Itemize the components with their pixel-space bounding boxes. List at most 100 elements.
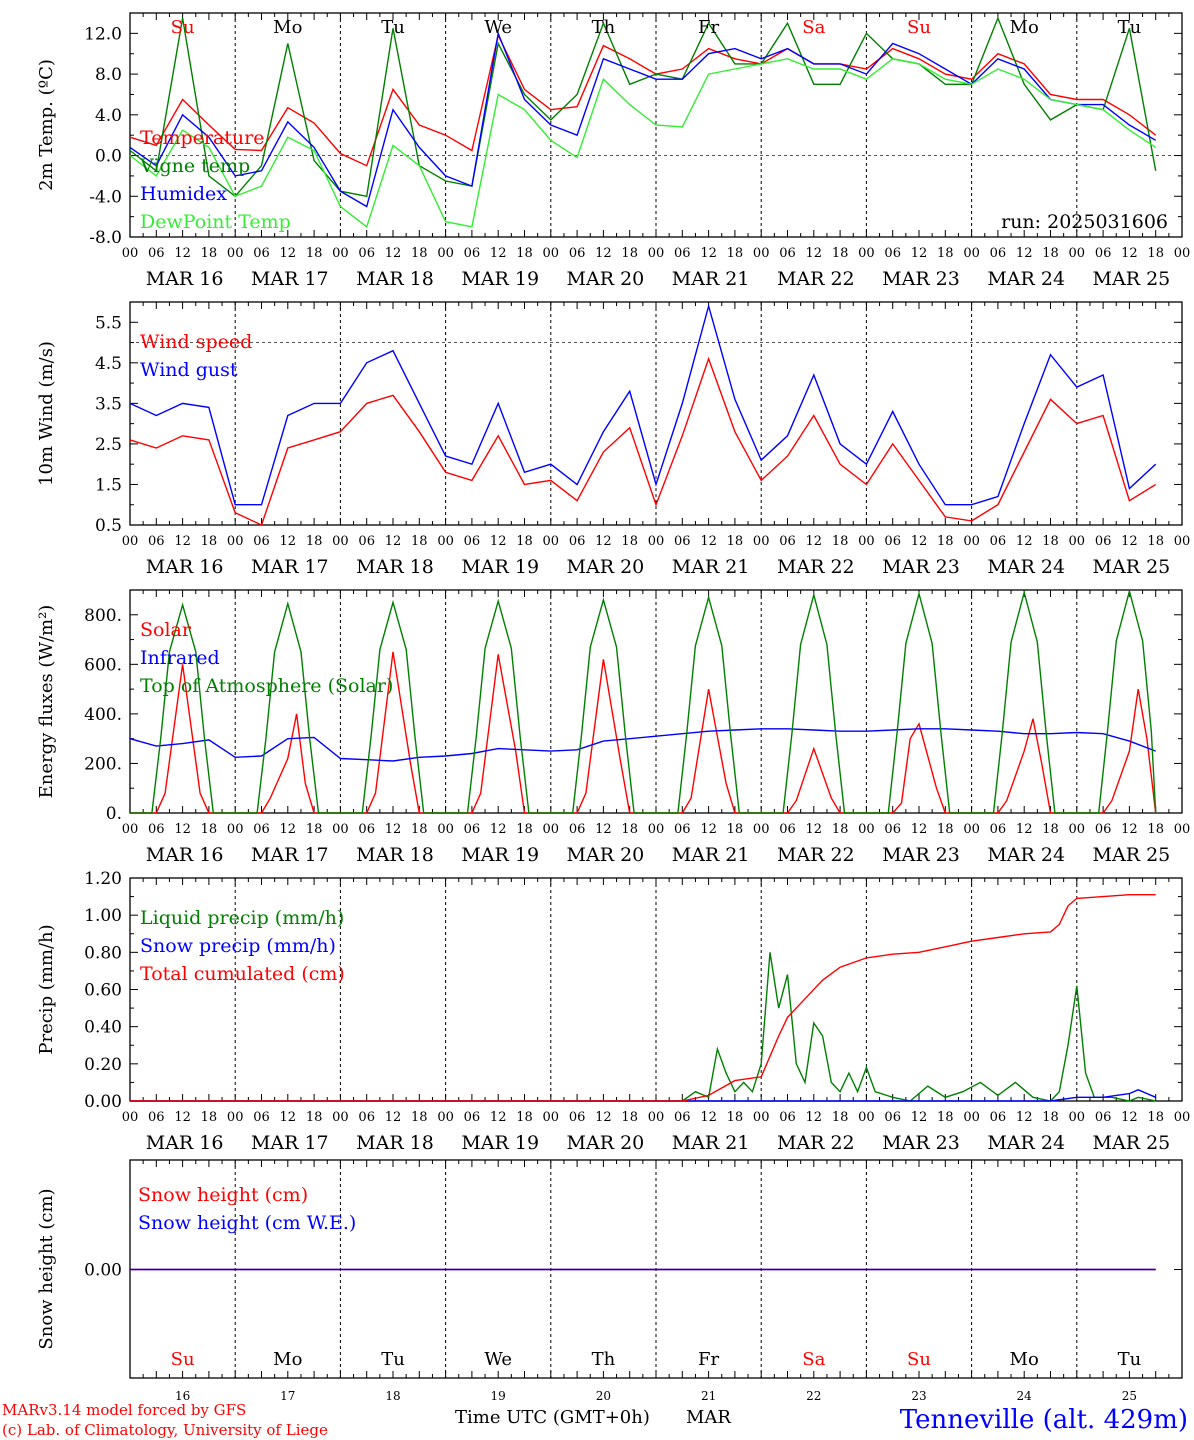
hour-tick-label: 18 <box>832 822 849 837</box>
hour-tick-label: 12 <box>1121 246 1138 261</box>
hour-tick-label: 18 <box>306 822 323 837</box>
weekday-label: Tu <box>1118 1349 1142 1370</box>
hour-tick-label: 00 <box>858 822 875 837</box>
hour-tick-label: 06 <box>884 534 901 549</box>
date-label: MAR 17 <box>251 844 329 866</box>
date-label: MAR 19 <box>461 844 539 866</box>
hour-tick-label: 12 <box>280 246 297 261</box>
hour-tick-label: 06 <box>148 822 165 837</box>
hour-tick-label: 06 <box>779 534 796 549</box>
y-tick-label: 12.0 <box>84 24 122 44</box>
hour-tick-label: 12 <box>490 1110 507 1125</box>
hour-tick-label: 12 <box>595 1110 612 1125</box>
month-label: MAR <box>686 1407 731 1428</box>
series-line-top-of-atmosphere-solar- <box>130 588 1157 814</box>
date-label: MAR 21 <box>672 1132 750 1154</box>
hour-tick-label: 00 <box>332 246 349 261</box>
hour-tick-label: 06 <box>253 246 270 261</box>
hour-tick-label: 06 <box>569 822 586 837</box>
hour-tick-label: 12 <box>490 246 507 261</box>
hour-tick-label: 06 <box>990 246 1007 261</box>
date-label: MAR 16 <box>146 268 224 290</box>
day-number-label: 17 <box>280 1389 295 1403</box>
hour-tick-label: 00 <box>858 246 875 261</box>
date-label: MAR 17 <box>251 1132 329 1154</box>
y-axis-label: Energy fluxes (W/m²) <box>36 605 57 799</box>
hour-tick-label: 18 <box>727 822 744 837</box>
hour-tick-label: 12 <box>1121 1110 1138 1125</box>
hour-tick-label: 12 <box>806 534 823 549</box>
hour-tick-label: 06 <box>674 822 691 837</box>
hour-tick-label: 00 <box>437 246 454 261</box>
hour-tick-label: 18 <box>201 534 218 549</box>
hour-tick-label: 12 <box>385 1110 402 1125</box>
hour-tick-label: 06 <box>884 246 901 261</box>
hour-tick-label: 06 <box>148 246 165 261</box>
legend-entry: Snow precip (mm/h) <box>140 935 336 957</box>
y-tick-label: 4.5 <box>95 354 122 374</box>
hour-tick-label: 12 <box>174 822 191 837</box>
y-tick-label: 5.5 <box>95 313 122 333</box>
hour-tick-label: 00 <box>648 534 665 549</box>
hour-tick-label: 00 <box>648 1110 665 1125</box>
date-label: MAR 21 <box>672 268 750 290</box>
date-label: MAR 24 <box>987 268 1065 290</box>
hour-tick-label: 18 <box>832 246 849 261</box>
legend-entry: Wind speed <box>140 331 252 353</box>
y-tick-label: 200. <box>84 754 122 774</box>
date-label: MAR 25 <box>1093 556 1171 578</box>
weekday-label: Mo <box>273 1349 302 1370</box>
hour-tick-label: 12 <box>174 534 191 549</box>
hour-tick-label: 18 <box>516 1110 533 1125</box>
date-label: MAR 21 <box>672 844 750 866</box>
y-tick-label: 600. <box>84 655 122 675</box>
hour-tick-label: 12 <box>385 534 402 549</box>
hour-tick-label: 18 <box>727 246 744 261</box>
date-label: MAR 25 <box>1093 844 1171 866</box>
date-label: MAR 18 <box>356 268 434 290</box>
hour-tick-label: 00 <box>122 822 139 837</box>
date-label: MAR 19 <box>461 556 539 578</box>
y-tick-label: 0.00 <box>84 1092 122 1112</box>
hour-tick-label: 12 <box>280 534 297 549</box>
hour-tick-label: 18 <box>516 534 533 549</box>
legend-entry: Temperature <box>140 127 264 149</box>
hour-tick-label: 12 <box>1016 1110 1033 1125</box>
weekday-label: Th <box>592 17 616 38</box>
date-label: MAR 20 <box>567 844 645 866</box>
y-axis-label: Snow height (cm) <box>36 1188 57 1349</box>
hour-tick-label: 06 <box>464 246 481 261</box>
hour-tick-label: 12 <box>700 822 717 837</box>
weekday-label: We <box>484 17 512 38</box>
hour-tick-label: 00 <box>543 1110 560 1125</box>
hour-tick-label: 06 <box>1095 1110 1112 1125</box>
hour-tick-label: 00 <box>122 246 139 261</box>
legend-entry: Infrared <box>140 647 220 669</box>
hour-tick-label: 00 <box>437 1110 454 1125</box>
hour-tick-label: 00 <box>753 1110 770 1125</box>
hour-tick-label: 18 <box>1042 822 1059 837</box>
hour-tick-label: 00 <box>963 534 980 549</box>
hour-tick-label: 00 <box>437 534 454 549</box>
day-number-label: 24 <box>1017 1389 1033 1403</box>
date-label: MAR 19 <box>461 1132 539 1154</box>
hour-tick-label: 12 <box>280 822 297 837</box>
date-label: MAR 23 <box>882 268 960 290</box>
date-label: MAR 23 <box>882 556 960 578</box>
panel-3-frame <box>129 589 1183 814</box>
hour-tick-label: 00 <box>332 822 349 837</box>
hour-tick-label: 06 <box>674 246 691 261</box>
hour-tick-label: 06 <box>569 246 586 261</box>
hour-tick-label: 18 <box>306 534 323 549</box>
date-label: MAR 16 <box>146 556 224 578</box>
legend-entry: Snow height (cm) <box>138 1184 308 1206</box>
hour-tick-label: 00 <box>1069 246 1086 261</box>
y-tick-label: 8.0 <box>95 65 122 85</box>
weekday-label: Mo <box>1010 1349 1039 1370</box>
hour-tick-label: 06 <box>569 1110 586 1125</box>
hour-tick-label: 18 <box>201 822 218 837</box>
hour-tick-label: 06 <box>674 1110 691 1125</box>
hour-tick-label: 18 <box>1147 246 1164 261</box>
hour-tick-label: 06 <box>884 822 901 837</box>
weekday-label: Th <box>592 1349 616 1370</box>
